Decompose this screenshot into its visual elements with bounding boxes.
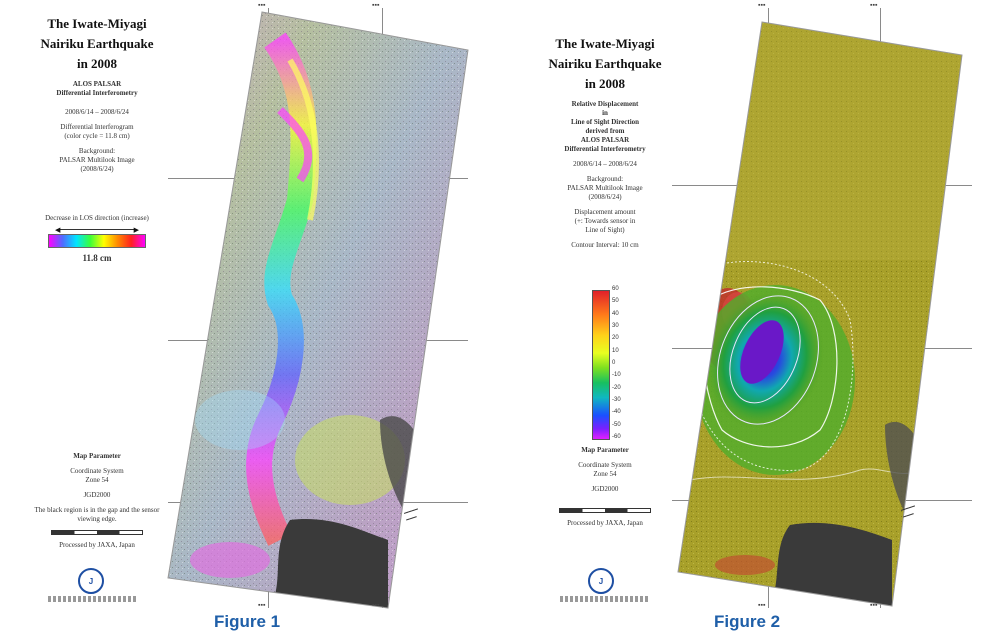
figure-2-tick-bottom-2: ▪▪▪ xyxy=(870,602,878,609)
figure-2-legend: The Iwate-Miyagi Nairiku Earthquake in 2… xyxy=(530,34,680,250)
figure-2-desc-6: Differential Interferometry xyxy=(564,145,646,153)
figure-2-colorbar-tick: -50 xyxy=(612,421,621,428)
figure-1-title-line-1: The Iwate-Miyagi xyxy=(47,16,147,31)
figure-2-displacement-3: Line of Sight) xyxy=(585,226,625,234)
figure-1-projection-1: Coordinate System xyxy=(70,467,124,475)
figure-2-tick-top-1: ▪▪▪ xyxy=(758,2,766,9)
figure-2-colorbar-tick: -40 xyxy=(612,409,621,416)
figure-2-desc-4: derived from xyxy=(585,127,625,135)
figure-1-legend: The Iwate-Miyagi Nairiku Earthquake in 2… xyxy=(22,14,172,263)
figure-2-colorbar-ticks: 60 50 40 30 20 10 0 -10 -20 -30 -40 -50 -60 xyxy=(612,286,632,442)
figure-2-dates: 2008/6/14 – 2008/6/24 xyxy=(573,160,637,168)
figure-1-panel: The Iwate-Miyagi Nairiku Earthquake in 2… xyxy=(22,2,469,631)
figure-2-colorbar-tick: 30 xyxy=(612,323,619,329)
figure-2-colorbar-tick: -10 xyxy=(612,372,621,379)
figure-1-background-2: PALSAR Multilook Image xyxy=(59,156,135,164)
figure-2-colorbar-tick: 0 xyxy=(612,360,616,366)
figure-2-colorbar-tick: 50 xyxy=(612,298,619,305)
figure-1-jaxa-logo: J xyxy=(78,568,104,594)
figure-1-footnote: The black region is in the gap and the s… xyxy=(34,506,160,523)
figure-2-displacement-map xyxy=(677,21,963,607)
figure-1-interferogram-1: Differential Interferogram xyxy=(60,123,134,131)
figure-2-contour-interval: Contour Interval: 10 cm xyxy=(571,241,639,249)
figure-1-sensor: ALOS PALSAR xyxy=(72,80,122,88)
figure-1-scale-caption: Decrease in LOS direction (increase) xyxy=(45,214,149,222)
figure-1-tick-top-2: ▪▪▪ xyxy=(372,2,380,9)
figure-1-dates: 2008/6/14 – 2008/6/24 xyxy=(65,108,129,116)
figure-1-processed-by: Processed by JAXA, Japan xyxy=(59,541,135,549)
figure-2-title-line-2: Nairiku Earthquake xyxy=(548,56,662,71)
figure-2-desc-1: Relative Displacement xyxy=(571,100,639,108)
figure-2-projection-1: Coordinate System xyxy=(578,461,632,469)
figure-2-title-line-3: in 2008 xyxy=(584,76,626,91)
figure-2-displacement-1: Displacement amount xyxy=(574,208,636,216)
figure-2-desc-5: ALOS PALSAR xyxy=(580,136,630,144)
figure-1-background-1: Background: xyxy=(78,147,116,155)
figure-2-background-3: (2008/6/24) xyxy=(588,193,622,201)
figure-1-logo-caption xyxy=(48,596,138,602)
figure-1-title-line-3: in 2008 xyxy=(76,56,118,71)
figure-1-interferogram-map xyxy=(167,11,469,609)
figure-2-colorbar-tick: 10 xyxy=(612,347,619,354)
figure-2-tick-bottom-1: ▪▪▪ xyxy=(758,602,766,609)
figure-1-color-cycle-bar xyxy=(48,234,146,248)
figure-1-label: Figure 1 xyxy=(214,612,281,631)
figure-2-colorbar-tick: 40 xyxy=(612,310,619,317)
figure-1-background-3: (2008/6/24) xyxy=(80,165,114,173)
figure-2-tick-top-2: ▪▪▪ xyxy=(870,2,878,9)
figure-2-map-params-title: Map Parameter xyxy=(581,446,629,454)
figure-1-tick-top-1: ▪▪▪ xyxy=(258,2,266,9)
figure-2-desc-3: Line of Sight Direction xyxy=(570,118,640,126)
figure-2-colorbar-tick: -20 xyxy=(612,384,621,391)
figure-1-title-line-2: Nairiku Earthquake xyxy=(40,36,154,51)
figure-1-map-params: Map Parameter Coordinate System Zone 54 … xyxy=(22,452,172,550)
figure-1-interferogram-2: (color cycle = 11.8 cm) xyxy=(64,132,130,140)
figure-2-colorbar-tick: -60 xyxy=(612,434,621,440)
figure-1-color-cycle-value: 11.8 cm xyxy=(82,253,112,263)
figure-2-label: Figure 2 xyxy=(714,612,781,631)
figure-2-scalebar xyxy=(559,508,651,513)
figure-2-colorbar xyxy=(592,290,610,440)
figure-1-arrow: ◀ ▶ xyxy=(55,226,139,234)
figure-1-tick-bottom-2: ▪▪▪ xyxy=(372,602,380,609)
figure-2-logo-caption xyxy=(560,596,650,602)
figure-1-tick-bottom-1: ▪▪▪ xyxy=(258,602,266,609)
figure-2-desc-2: in xyxy=(602,109,608,117)
figure-2-map-params: Map Parameter Coordinate System Zone 54 … xyxy=(530,446,680,528)
figure-2-datum: JGD2000 xyxy=(591,485,619,493)
figure-2-displacement-2: (+: Towards sensor in xyxy=(574,217,636,225)
figure-2-processed-by: Processed by JAXA, Japan xyxy=(567,519,643,527)
figure-2-title-line-1: The Iwate-Miyagi xyxy=(555,36,655,51)
figure-2-colorbar-tick: 60 xyxy=(612,286,619,292)
figure-1-scalebar xyxy=(51,530,143,535)
figure-2-panel: The Iwate-Miyagi Nairiku Earthquake in 2… xyxy=(500,0,1000,642)
figure-1-map-params-title: Map Parameter xyxy=(73,452,121,460)
figure-2-projection-2: Zone 54 xyxy=(593,470,617,478)
figure-2-jaxa-logo: J xyxy=(588,568,614,594)
figure-1-datum: JGD2000 xyxy=(83,491,111,499)
figure-2-colorbar-tick: -30 xyxy=(612,397,621,403)
figure-2-colorbar-tick: 20 xyxy=(612,335,619,342)
figure-2-background-1: Background: xyxy=(586,175,624,183)
figure-1-projection-2: Zone 54 xyxy=(85,476,109,484)
figure-2-background-2: PALSAR Multilook Image xyxy=(567,184,643,192)
figure-1-method: Differential Interferometry xyxy=(56,89,138,97)
